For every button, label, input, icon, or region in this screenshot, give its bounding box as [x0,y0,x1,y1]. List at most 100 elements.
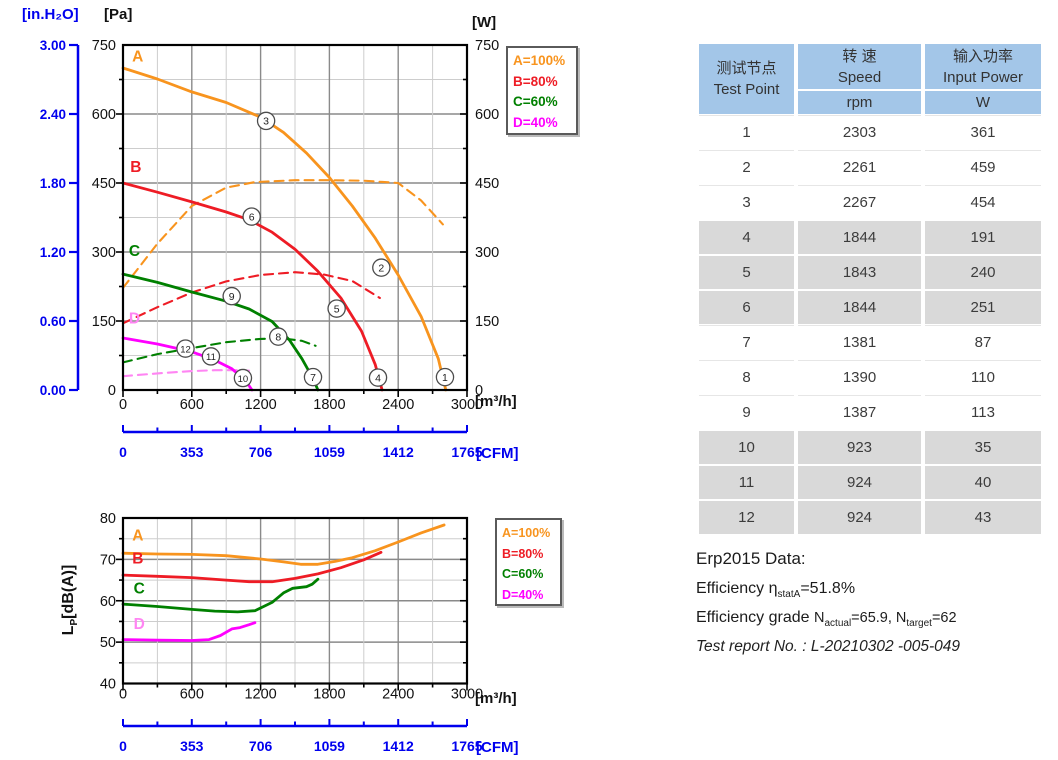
erp-efficiency-value: =51.8% [800,580,856,597]
cfm-tick-label: 1059 [314,738,345,754]
flow-tick-label: 600 [180,397,204,413]
test-point-marker-10: 10 [233,368,253,388]
series-C-pressure [121,272,320,392]
cell-rpm: 1387 [798,396,921,429]
inh2o-tick-label: 0.00 [40,383,66,398]
pa-tick-label: 150 [92,314,116,330]
table-header-speed-zh: 转 速 [842,47,877,65]
cfm-tick-label: 706 [249,738,273,754]
flow-tick-label: 3000 [451,397,483,413]
flow-tick-label: 0 [119,687,127,703]
cell-rpm: 1381 [798,326,921,359]
table-header-rpm-unit: rpm [798,91,921,114]
cell-input-power: 361 [925,116,1041,149]
table-row: 4 1844 191 [699,221,1041,254]
cell-rpm: 1390 [798,361,921,394]
flow-tick-label: 1200 [244,397,276,413]
table-header-speed: 转 速 Speed [798,44,921,90]
svg-text:3: 3 [263,116,269,128]
table-row: 12 924 43 [699,501,1041,534]
noise-legend: A=100% B=80% C=60% D=40% [495,518,562,606]
cell-input-power: 191 [925,221,1041,254]
svg-text:12: 12 [180,344,191,355]
test-point-marker-7: 7 [303,367,323,387]
cell-rpm: 1844 [798,221,921,254]
pa-tick-label: 750 [92,38,116,54]
cell-test-point: 5 [699,256,794,289]
test-point-marker-2: 2 [372,258,391,277]
flow-tick-label: 0 [119,397,127,413]
erp-grade-mid: =65.9, N [851,610,907,627]
cell-input-power: 43 [925,501,1041,534]
lp-axis-label-main: L [60,625,77,636]
cell-test-point: 4 [699,221,794,254]
m3h-axis-label-bottom: [m³/h] [475,690,517,707]
cell-input-power: 459 [925,151,1041,184]
series-B-noise [121,550,383,584]
inh2o-axis-label: [in.H₂O] [22,6,79,23]
test-point-marker-3: 3 [256,111,276,131]
test-point-marker-12: 12 [176,339,195,358]
erp-grade-line: Efficiency grade Nactual=65.9, Ntarget=6… [696,609,1056,629]
curve-label-A: A [132,49,143,66]
legend-item-b: B=80% [513,73,558,89]
pa-tick-label: 300 [92,245,116,261]
cell-input-power: 454 [925,186,1041,219]
cfm-tick-label: 353 [180,444,204,460]
cfm-tick-label: 1765 [451,444,482,460]
cell-rpm: 2303 [798,116,921,149]
lp-axis-label-rest: [dB(A)] [60,564,77,619]
cell-test-point: 7 [699,326,794,359]
erp-grade-pre: Efficiency grade [696,609,814,627]
series-B-pressure [121,181,384,392]
db-tick-label: 60 [100,594,116,610]
inh2o-axis: 3.00 2.40 1.80 1.20 0.60 0.00 [40,38,80,398]
cell-rpm: 1844 [798,291,921,324]
cfm-tick-label: 1412 [383,738,414,754]
cell-input-power: 240 [925,256,1041,289]
cell-input-power: 110 [925,361,1041,394]
flow-tick-label: 1200 [244,687,276,703]
test-point-marker-11: 11 [201,347,221,366]
table-header-speed-en: Speed [837,68,882,86]
test-point-marker-6: 6 [242,207,261,226]
erp-test-report: Test report No. : L-20210302 -005-049 [696,638,960,656]
svg-text:10: 10 [238,374,249,385]
cell-test-point: 12 [699,501,794,534]
db-tick-label: 80 [100,511,116,527]
cell-rpm: 924 [798,501,921,534]
curve-label-C: C [129,243,140,260]
table-row: 11 924 40 [699,466,1041,499]
table-row: 6 1844 251 [699,291,1041,324]
pa-tick-label: 0 [108,383,116,399]
pa-tick-label: 450 [92,176,116,192]
legend-item-c: C=60% [513,94,558,109]
erp-grade-sub-target: target [906,618,932,630]
cell-input-power: 35 [925,431,1041,464]
erp-data-section: Erp2015 Data: Efficiency ηstatA=51.8% Ef… [696,549,1056,656]
watt-tick-label: 450 [475,176,499,192]
performance-chart: 750 750 600 600 450 450 300 300 150 150 0 0 0 600 1200… [0,0,670,470]
series-A-power-dashed [121,179,444,289]
cell-test-point: 3 [699,186,794,219]
flow-tick-label: 2400 [382,687,414,703]
m3h-axis-label-top: [m³/h] [475,393,517,410]
cell-test-point: 1 [699,116,794,149]
lp-axis-label-sub: P [69,618,81,626]
test-point-marker-1: 1 [435,367,455,387]
cfm-tick-label: 1059 [314,444,345,460]
svg-text:4: 4 [375,372,381,384]
watt-tick-label: 600 [475,107,499,123]
cfm-axis: 0 353 706 1059 1412 1765 [119,719,483,754]
test-point-marker-9: 9 [222,286,241,306]
cell-test-point: 10 [699,431,794,464]
cfm-tick-label: 1412 [383,444,414,460]
svg-text:7: 7 [310,372,316,384]
cfm-tick-label: 0 [119,444,127,460]
pa-axis-label: [Pa] [104,6,133,23]
grid [123,45,467,390]
cell-test-point: 2 [699,151,794,184]
table-header-input-power-zh: 输入功率 [952,47,1013,65]
